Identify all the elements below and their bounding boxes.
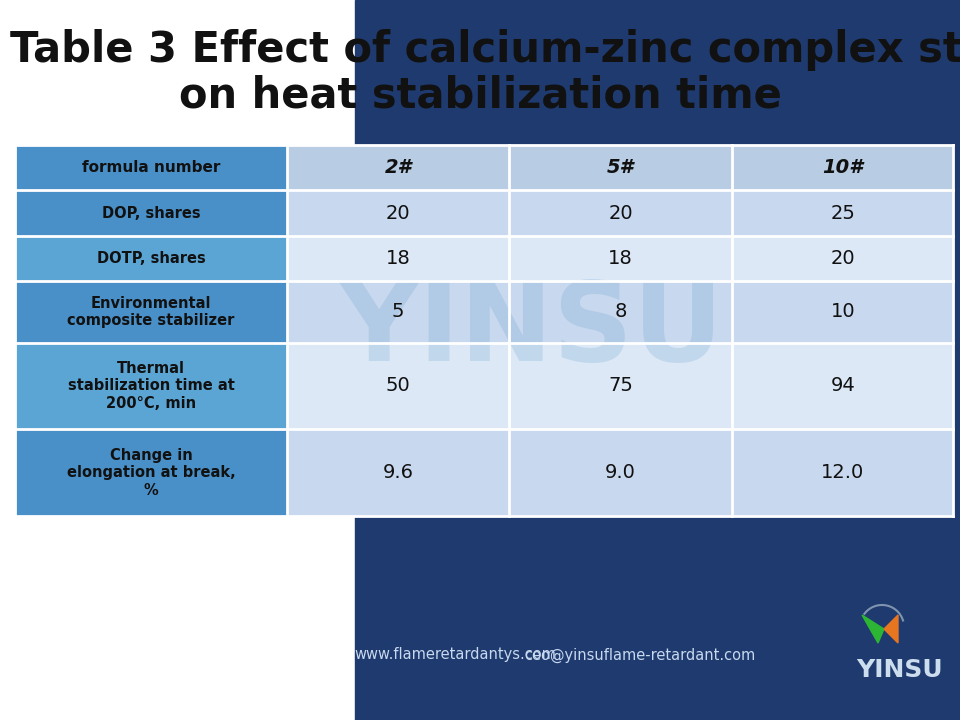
Text: Environmental
composite stabilizer: Environmental composite stabilizer xyxy=(67,296,234,328)
Bar xyxy=(287,145,510,190)
Bar xyxy=(510,190,732,236)
Bar xyxy=(287,236,510,282)
Text: 20: 20 xyxy=(830,249,855,268)
Bar xyxy=(15,145,287,190)
Bar xyxy=(732,282,954,343)
Text: 12.0: 12.0 xyxy=(821,464,864,482)
Text: 20: 20 xyxy=(386,204,411,222)
Text: 8: 8 xyxy=(614,302,627,321)
Text: 18: 18 xyxy=(608,249,633,268)
Text: Table 3 Effect of calcium-zinc complex stabilizers: Table 3 Effect of calcium-zinc complex s… xyxy=(10,29,960,71)
Bar xyxy=(510,236,732,282)
Text: 18: 18 xyxy=(386,249,411,268)
Text: 25: 25 xyxy=(830,204,855,222)
Text: on heat stabilization time: on heat stabilization time xyxy=(179,74,781,116)
Text: 10#: 10# xyxy=(823,158,863,177)
Bar xyxy=(510,343,732,429)
Text: Thermal
stabilization time at
200°C, min: Thermal stabilization time at 200°C, min xyxy=(67,361,234,411)
Text: 10: 10 xyxy=(830,302,855,321)
Bar xyxy=(510,145,732,190)
Bar xyxy=(355,0,960,720)
Text: 5#: 5# xyxy=(607,158,635,177)
Text: 20: 20 xyxy=(609,204,633,222)
Bar xyxy=(287,190,510,236)
Text: 94: 94 xyxy=(830,377,855,395)
Polygon shape xyxy=(884,615,898,643)
Bar xyxy=(15,343,287,429)
Text: YINSU: YINSU xyxy=(338,277,724,384)
Bar xyxy=(15,236,287,282)
Bar xyxy=(287,282,510,343)
Text: 9.0: 9.0 xyxy=(605,464,636,482)
Bar xyxy=(15,282,287,343)
Bar xyxy=(732,190,954,236)
Bar xyxy=(732,429,954,516)
Text: 50: 50 xyxy=(386,377,411,395)
Bar xyxy=(732,236,954,282)
Text: Change in
elongation at break,
%: Change in elongation at break, % xyxy=(66,448,235,498)
Bar xyxy=(510,282,732,343)
Bar xyxy=(732,343,954,429)
Bar xyxy=(287,343,510,429)
Text: 5: 5 xyxy=(392,302,404,321)
Bar xyxy=(732,145,954,190)
Bar xyxy=(510,429,732,516)
Text: 9.6: 9.6 xyxy=(383,464,414,482)
Text: ceo@yinsuflame-retardant.com: ceo@yinsuflame-retardant.com xyxy=(524,647,756,662)
Text: 75: 75 xyxy=(608,377,633,395)
Bar xyxy=(287,429,510,516)
Text: DOP, shares: DOP, shares xyxy=(102,206,201,220)
Text: www.flameretardantys.com: www.flameretardantys.com xyxy=(354,647,556,662)
Bar xyxy=(15,429,287,516)
Polygon shape xyxy=(862,615,884,643)
Bar xyxy=(15,190,287,236)
Text: DOTP, shares: DOTP, shares xyxy=(97,251,205,266)
Text: YINSU: YINSU xyxy=(856,658,944,682)
Text: formula number: formula number xyxy=(82,161,220,175)
Text: 2#: 2# xyxy=(385,158,412,177)
